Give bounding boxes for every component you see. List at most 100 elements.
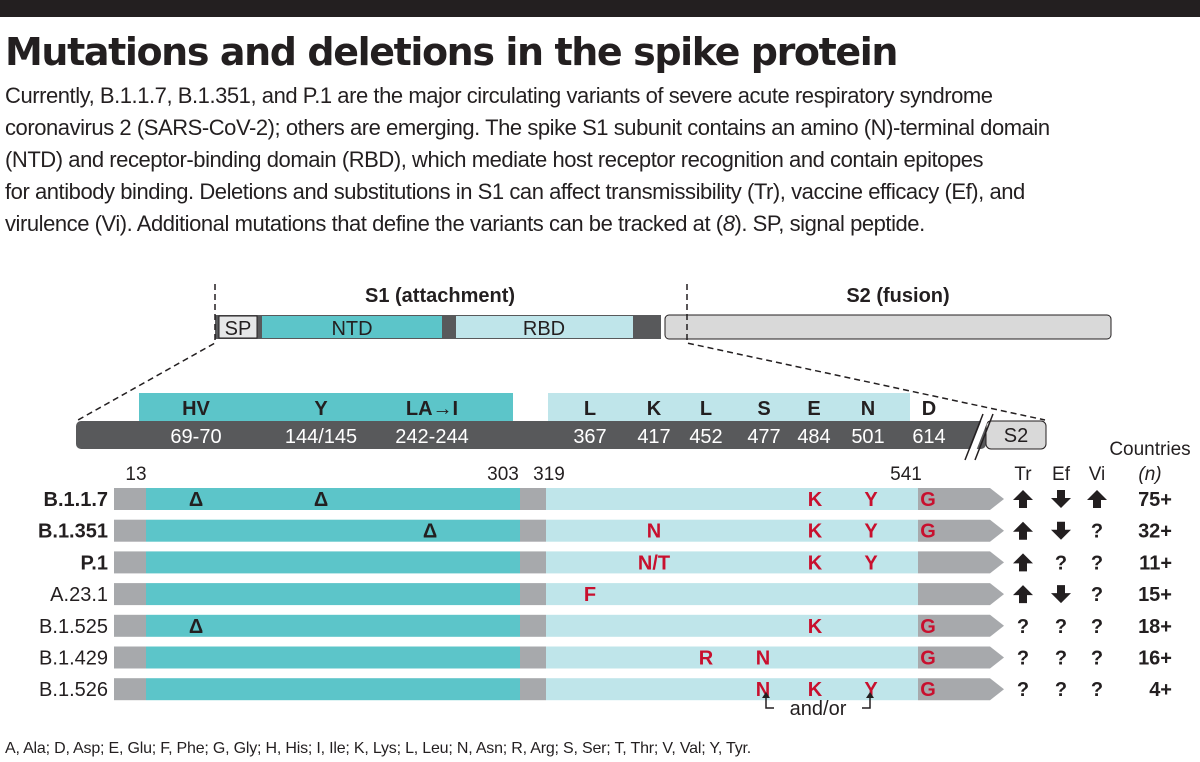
effect-ef-unknown: ? [1055,648,1067,670]
site-residue: L [700,398,712,420]
site-residue: LA→I [406,398,458,420]
description-line: Currently, B.1.1.7, B.1.351, and P.1 are… [5,83,993,108]
bar-segment-ntd [146,488,520,510]
detail-s2-label: S2 [1004,425,1028,447]
bar-segment-nterm [114,488,146,510]
substitution-mark: G [920,616,936,638]
site-position: 417 [637,426,670,448]
variant-name: B.1.351 [38,521,108,543]
substitution-mark: G [920,489,936,511]
boundary-319: 319 [533,464,565,485]
figure-title: Mutations and deletions in the spike pro… [5,30,898,74]
site-position: 69-70 [170,426,221,448]
ntd-region [139,393,513,421]
country-count: 16+ [1138,648,1172,670]
site-residue: D [922,398,936,420]
zoom-lines [77,284,1046,421]
bar-segment-rbd [546,488,918,510]
deletion-mark: Δ [189,489,203,511]
substitution-mark: N/T [638,552,670,574]
site-position: 477 [747,426,780,448]
site-residue: S [757,398,770,420]
effect-ef-unknown: ? [1055,616,1067,638]
boundary-541: 541 [890,464,922,485]
bar-segment-rbd [546,519,918,542]
substitution-mark: K [808,552,823,574]
variant-row: A.23.1 F? 15+ [50,583,1172,606]
substitution-mark: N [756,648,770,670]
effect-tr-up-arrow-icon [1013,490,1033,508]
bar-segment-rbd [546,614,918,637]
and-or-bracket: and/or [762,692,874,720]
bar-segment-nterm [114,678,146,701]
bar-segment-linker [520,551,546,574]
bar-segment-arrow [918,583,1004,606]
effect-ef-unknown: ? [1055,679,1067,701]
bar-segment-ntd [146,583,520,606]
reference-number: 8 [722,211,735,236]
substitution-mark: N [647,521,661,543]
site-residue: Y [314,398,328,420]
substitution-mark: K [808,521,823,543]
rbd-domain [456,316,633,338]
bar-segment-arrow [918,614,1004,637]
ntd-label: NTD [331,318,372,340]
bar-segment-ntd [146,551,520,574]
sp-domain [218,315,258,339]
variant-name: B.1.429 [39,648,108,670]
figure-description: Currently, B.1.1.7, B.1.351, and P.1 are… [5,80,1195,240]
bracket-right [862,694,871,709]
and-or-label: and/or [790,698,847,720]
effect-ef-unknown: ? [1055,552,1067,574]
effect-tr-unknown: ? [1017,616,1029,638]
bar-segment-rbd [546,583,918,606]
substitution-mark: K [808,679,823,701]
description-line: coronavirus 2 (SARS-CoV-2); others are e… [5,115,1050,140]
sp-label: SP [225,318,252,340]
zoom-line-right [686,284,1046,421]
s1-label: S1 (attachment) [365,285,515,307]
bar-segment-linker [520,678,546,701]
site-residue: L [584,398,596,420]
description-line: virulence (Vi). Additional mutations tha… [5,208,1195,240]
country-count: 15+ [1138,584,1172,606]
site-labels: HV 69-70 Y 144/145 LA→I 242-244 L 367 K 417 L 452 S 4… [170,398,945,448]
effect-vi-unknown: ? [1091,648,1103,670]
bar-segment-rbd [546,646,918,669]
effect-ef-down-arrow-icon [1051,585,1071,604]
bar-segment-ntd [146,646,520,669]
bar-segment-rbd [546,551,918,574]
deletion-mark: Δ [189,616,203,638]
substitution-mark: Y [864,552,878,574]
bar-segment-linker [520,614,546,637]
detail-bar: S2 HV 69-70 Y 144/145 LA→I 242-244 L 367 K 417 L 45… [76,393,1047,485]
bar-segment-ntd [146,614,520,637]
bar-segment-nterm [114,551,146,574]
break-mark-right [974,413,994,461]
ntd-domain [262,316,442,338]
effect-vi-unknown: ? [1091,521,1103,543]
variant-name: B.1.525 [39,616,108,638]
bar-segment-arrow [918,646,1004,669]
site-residue: K [647,398,662,420]
effect-tr-up-arrow-icon [1013,585,1033,604]
variant-row: B.1.1.7 Δ Δ K Y G 75+ [44,488,1172,511]
deletion-mark: Δ [423,521,437,543]
boundary-303: 303 [487,464,519,485]
bar-segment-linker [520,583,546,606]
bar-segment-linker [520,519,546,542]
overview-bar: SP NTD RBD S1 (attachment) S2 (fusion) [215,285,1112,340]
bar-segment-linker [520,646,546,669]
bar-segment-nterm [114,519,146,542]
substitution-mark: G [920,679,936,701]
description-text: virulence (Vi). Additional mutations tha… [5,211,723,236]
effect-ef-down-arrow-icon [1051,490,1071,508]
variant-name: A.23.1 [50,584,108,606]
substitution-mark: G [920,521,936,543]
variant-name: P.1 [81,552,108,574]
bar-segment-linker [520,488,546,510]
variant-rows: B.1.1.7 Δ Δ K Y G 75+ B.1.351 Δ N K Y G? 32+ P.1 N/T K Y?… [38,488,1172,701]
site-position: 452 [689,426,722,448]
substitution-mark: Y [864,489,878,511]
